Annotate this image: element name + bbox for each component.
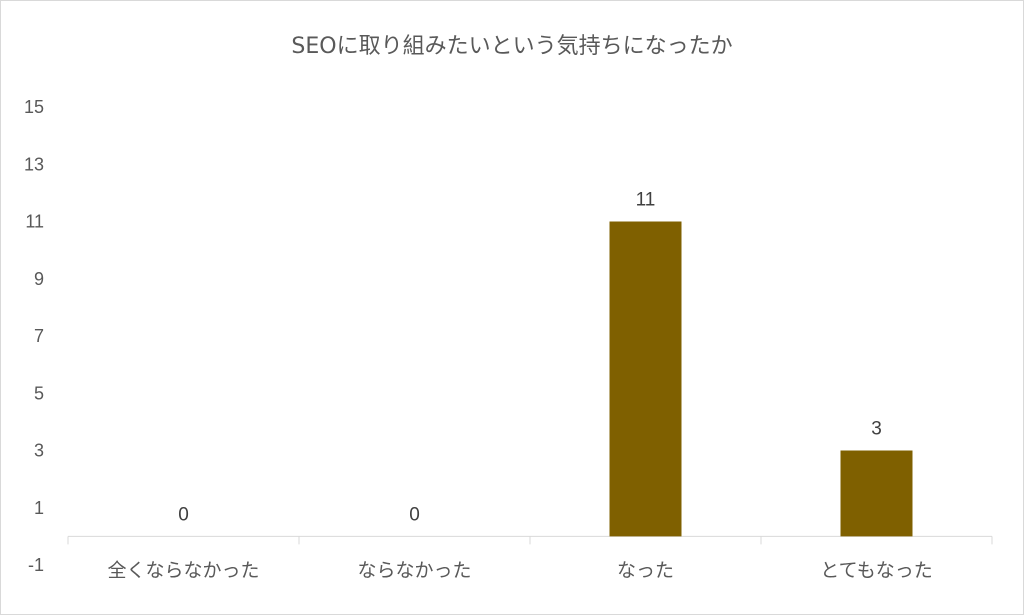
category-label: 全くならなかった xyxy=(107,559,259,581)
y-axis-tick-labels: 15 13 11 9 7 5 3 1 -1 xyxy=(24,97,44,575)
bars xyxy=(609,221,913,537)
y-tick-label: 3 xyxy=(34,441,44,461)
data-label: 3 xyxy=(871,419,882,440)
category-label: ならなかった xyxy=(357,559,471,581)
category-labels: 全くならなかった ならなかった なった とてもなった xyxy=(107,559,932,581)
y-tick-label: 7 xyxy=(34,326,44,346)
y-tick-label: 15 xyxy=(24,97,44,117)
data-label: 11 xyxy=(636,190,656,211)
y-tick-label: -1 xyxy=(28,555,44,575)
category-label: なった xyxy=(617,559,674,581)
x-axis xyxy=(67,535,993,545)
y-tick-label: 9 xyxy=(34,269,44,289)
data-labels: 0 0 11 3 xyxy=(178,190,882,526)
y-tick-label: 11 xyxy=(25,212,44,232)
bar xyxy=(609,221,682,537)
data-label: 0 xyxy=(409,504,420,525)
y-tick-label: 1 xyxy=(34,498,44,518)
category-label: とてもなった xyxy=(820,559,932,581)
y-tick-label: 13 xyxy=(24,154,44,174)
chart-title: SEOに取り組みたいという気持ちになったか xyxy=(291,34,733,59)
y-tick-label: 5 xyxy=(34,383,44,403)
data-label: 0 xyxy=(178,504,189,525)
bar xyxy=(840,450,913,537)
